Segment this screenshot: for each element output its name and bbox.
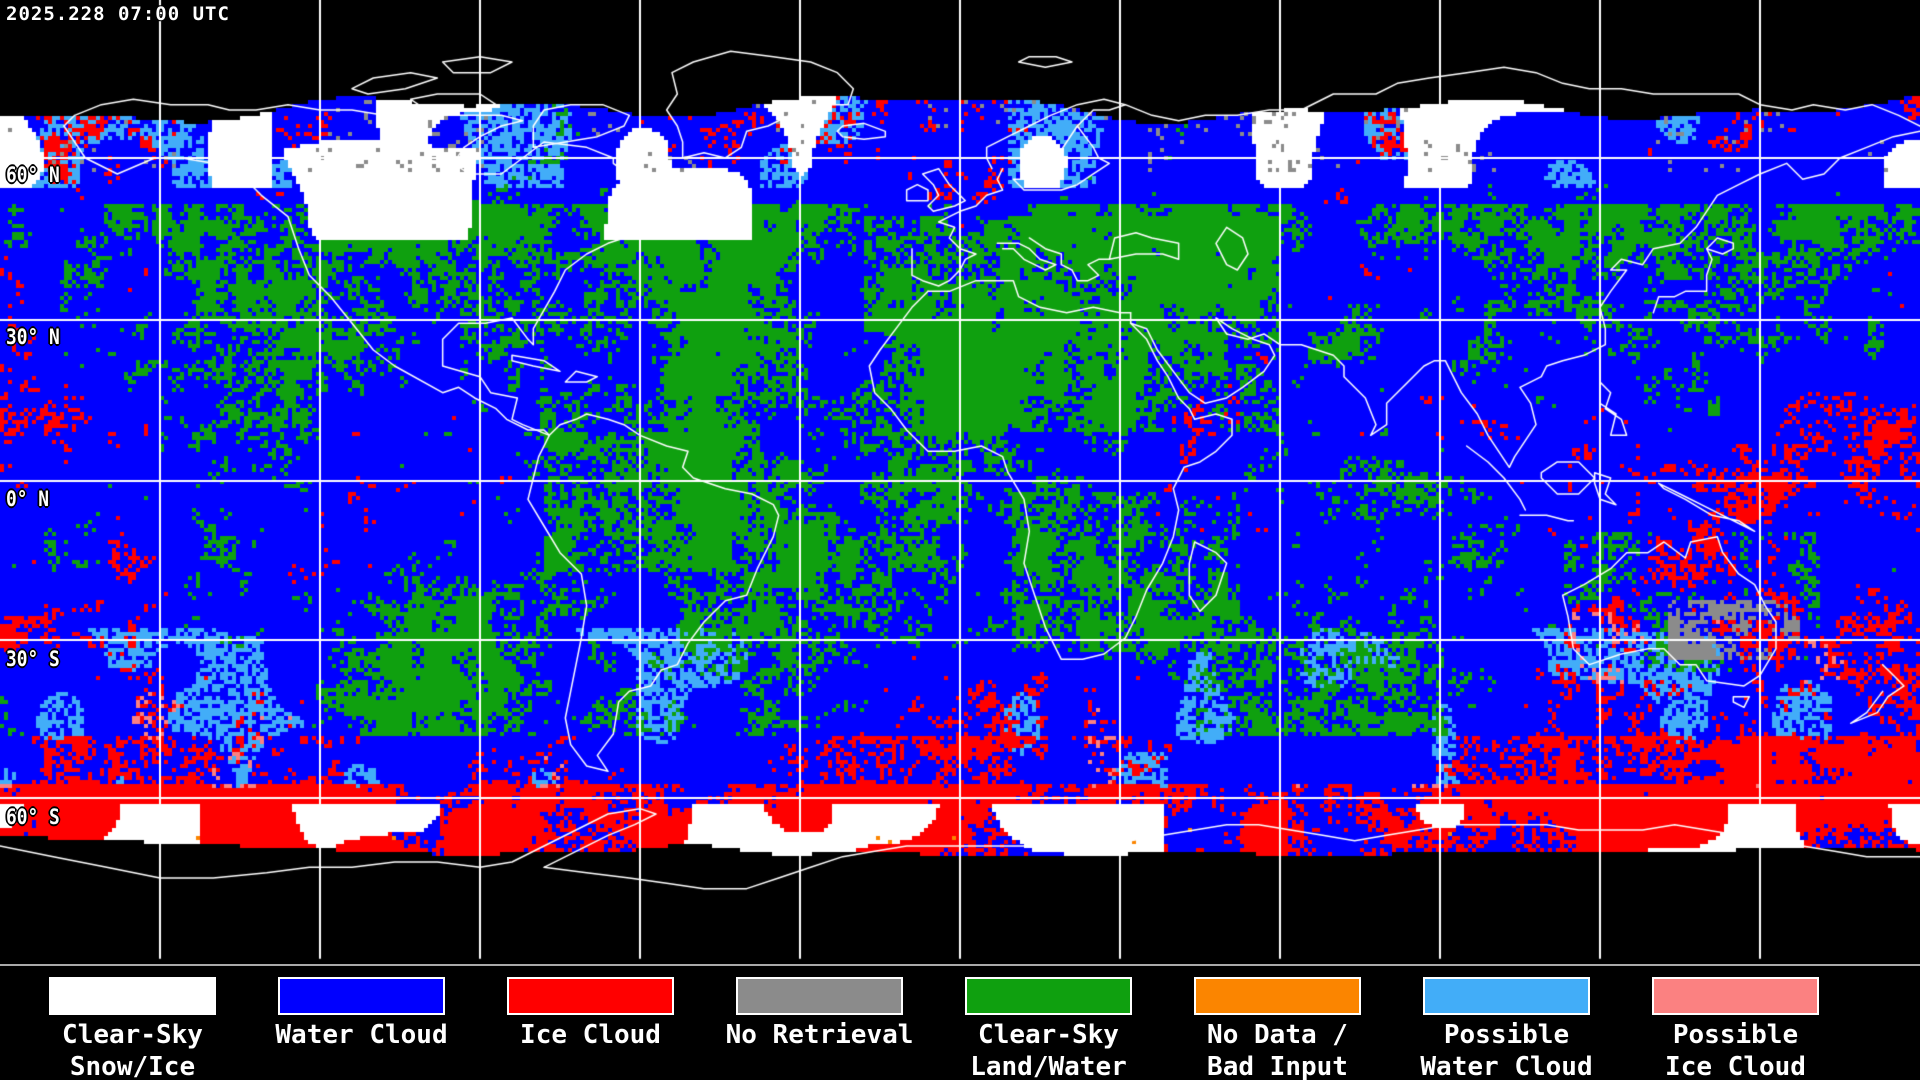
legend-label-line1: Possible <box>1443 1020 1570 1050</box>
legend-swatch-water-cloud <box>278 977 445 1015</box>
legend-label-line1: Possible <box>1672 1020 1799 1050</box>
lat-label-30s: 30° S <box>6 647 60 671</box>
legend-item-possible-ice-cloud: Possible Ice Cloud <box>1621 966 1850 1080</box>
legend-swatch-ice-cloud <box>507 977 674 1015</box>
legend-label-line2: Land/Water <box>970 1052 1127 1080</box>
legend-label-line2: Bad Input <box>1207 1052 1348 1080</box>
legend-swatch-clear-sky-land-water <box>965 977 1132 1015</box>
legend-item-no-data-bad-input: No Data / Bad Input <box>1163 966 1392 1080</box>
legend-swatch-possible-water-cloud <box>1423 977 1590 1015</box>
legend-label-line2: Ice Cloud <box>1665 1052 1806 1080</box>
lat-label-0n: 0° N <box>6 487 49 511</box>
legend-item-water-cloud: Water Cloud <box>247 966 476 1080</box>
legend-label-line1: Clear-Sky <box>62 1020 203 1050</box>
world-map: 2025.228 07:00 UTC 60° N 30° N 0° N 30° … <box>0 0 1920 964</box>
legend-item-clear-sky-snow-ice: Clear-Sky Snow/Ice <box>18 966 247 1080</box>
legend-swatch-no-retrieval <box>736 977 903 1015</box>
legend-item-clear-sky-land-water: Clear-Sky Land/Water <box>934 966 1163 1080</box>
legend-label-line2: Water Cloud <box>1420 1052 1593 1080</box>
legend-item-possible-water-cloud: Possible Water Cloud <box>1392 966 1621 1080</box>
lat-label-60s: 60° S <box>6 805 60 829</box>
map-legend-divider <box>0 964 1920 966</box>
legend-item-ice-cloud: Ice Cloud <box>476 966 705 1080</box>
legend-label-line1: No Retrieval <box>725 1020 914 1050</box>
legend-label-line1: Ice Cloud <box>520 1020 661 1050</box>
legend-swatch-clear-sky-snow-ice <box>49 977 216 1015</box>
legend-item-no-retrieval: No Retrieval <box>705 966 934 1080</box>
legend-label-line1: No Data / <box>1207 1020 1348 1050</box>
lat-label-60n: 60° N <box>6 163 60 187</box>
lat-label-30n: 30° N <box>6 325 60 349</box>
legend-label-line1: Clear-Sky <box>978 1020 1119 1050</box>
legend-swatch-possible-ice-cloud <box>1652 977 1819 1015</box>
legend: Clear-Sky Snow/Ice Water Cloud Ice Cloud… <box>0 966 1920 1080</box>
timestamp: 2025.228 07:00 UTC <box>6 3 230 25</box>
legend-label-line1: Water Cloud <box>275 1020 448 1050</box>
legend-swatch-no-data-bad-input <box>1194 977 1361 1015</box>
legend-label-line2: Snow/Ice <box>69 1052 196 1080</box>
cloud-classification-canvas <box>0 0 1920 964</box>
